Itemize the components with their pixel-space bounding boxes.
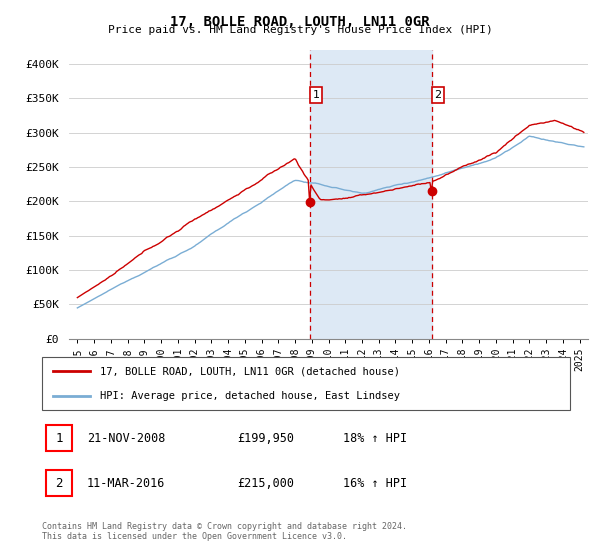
Text: 18% ↑ HPI: 18% ↑ HPI xyxy=(343,432,407,445)
FancyBboxPatch shape xyxy=(46,425,71,451)
Text: 17, BOLLE ROAD, LOUTH, LN11 0GR (detached house): 17, BOLLE ROAD, LOUTH, LN11 0GR (detache… xyxy=(100,366,400,376)
Text: £199,950: £199,950 xyxy=(238,432,295,445)
Text: HPI: Average price, detached house, East Lindsey: HPI: Average price, detached house, East… xyxy=(100,390,400,400)
Text: 2: 2 xyxy=(434,90,442,100)
Text: £215,000: £215,000 xyxy=(238,477,295,489)
Text: 2: 2 xyxy=(55,477,62,489)
Bar xyxy=(310,50,432,339)
Text: 1: 1 xyxy=(313,90,320,100)
Text: 17, BOLLE ROAD, LOUTH, LN11 0GR: 17, BOLLE ROAD, LOUTH, LN11 0GR xyxy=(170,15,430,29)
Text: 16% ↑ HPI: 16% ↑ HPI xyxy=(343,477,407,489)
Text: 21-NOV-2008: 21-NOV-2008 xyxy=(87,432,165,445)
FancyBboxPatch shape xyxy=(46,470,71,496)
Text: 1: 1 xyxy=(55,432,62,445)
Text: Price paid vs. HM Land Registry's House Price Index (HPI): Price paid vs. HM Land Registry's House … xyxy=(107,25,493,35)
FancyBboxPatch shape xyxy=(42,357,570,410)
Text: 11-MAR-2016: 11-MAR-2016 xyxy=(87,477,165,489)
Text: Contains HM Land Registry data © Crown copyright and database right 2024.
This d: Contains HM Land Registry data © Crown c… xyxy=(42,522,407,542)
